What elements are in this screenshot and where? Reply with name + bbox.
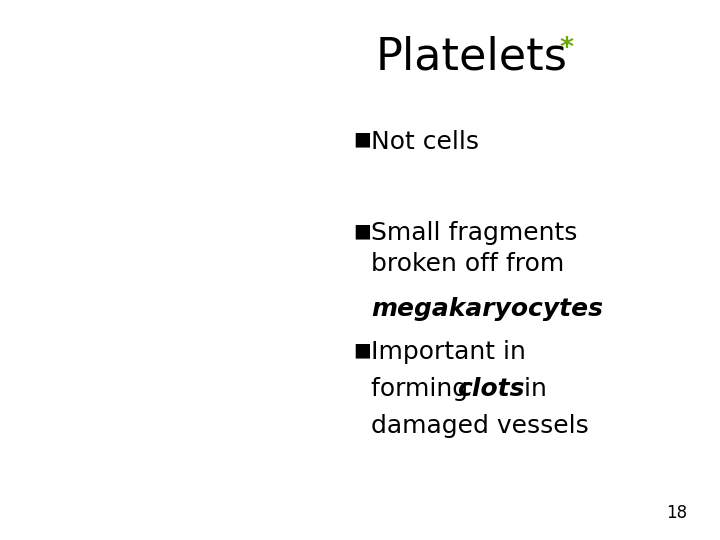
Text: *: *	[559, 36, 574, 62]
Text: 18: 18	[666, 504, 688, 522]
Text: forming: forming	[371, 377, 476, 401]
Text: clots: clots	[457, 377, 525, 401]
Text: damaged vessels: damaged vessels	[371, 414, 588, 438]
Text: megakaryocytes: megakaryocytes	[371, 297, 603, 321]
Text: Important in: Important in	[371, 340, 526, 364]
Text: Platelets: Platelets	[376, 35, 567, 78]
Text: Not cells: Not cells	[371, 130, 479, 153]
Text: ■: ■	[353, 340, 371, 359]
Text: ■: ■	[353, 221, 371, 240]
Text: Small fragments
broken off from: Small fragments broken off from	[371, 221, 577, 276]
Text: in: in	[516, 377, 546, 401]
Text: ■: ■	[353, 130, 371, 148]
